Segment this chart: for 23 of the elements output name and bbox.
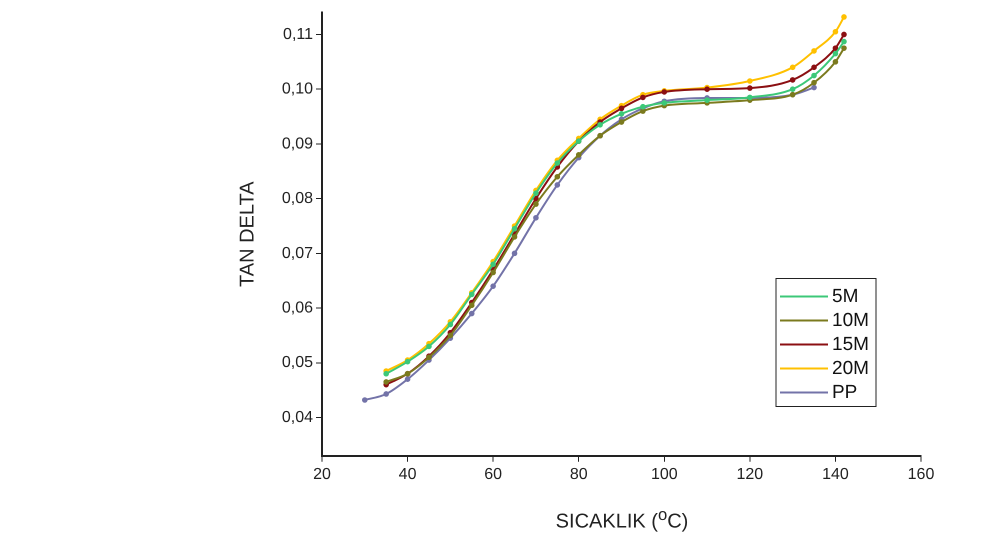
x-axis-title: SICAKLIK ($^{o}$C) [554, 505, 690, 534]
x-tick-label: 120 [736, 466, 764, 483]
legend-label: PP [832, 382, 858, 403]
y-tick-label: 0,07 [282, 244, 314, 262]
x-tick-label: 60 [484, 466, 502, 483]
y-tick-label: 0,06 [282, 299, 314, 316]
y-tick-label: 0,10 [282, 80, 314, 98]
x-tick-label: 140 [822, 466, 849, 483]
x-tick-label: 20 [313, 466, 331, 483]
legend-label: 5M [832, 286, 858, 307]
x-tick-label: 40 [398, 466, 417, 483]
y-tick-label: 0,11 [283, 26, 314, 43]
legend-label: 15M [832, 334, 869, 355]
x-tick-label: 160 [908, 466, 934, 483]
y-tick-label: 0,09 [282, 135, 314, 152]
y-tick-label: 0,04 [282, 408, 314, 426]
legend-label: 20M [832, 358, 869, 379]
x-tick-label: 100 [650, 466, 678, 483]
legend-label: 10M [832, 310, 869, 331]
y-tick-label: 0,05 [282, 354, 314, 372]
y-tick-label: 0,08 [282, 190, 314, 208]
x-tick-label: 80 [570, 466, 588, 483]
y-axis-title: TAN DELTA [236, 180, 259, 287]
